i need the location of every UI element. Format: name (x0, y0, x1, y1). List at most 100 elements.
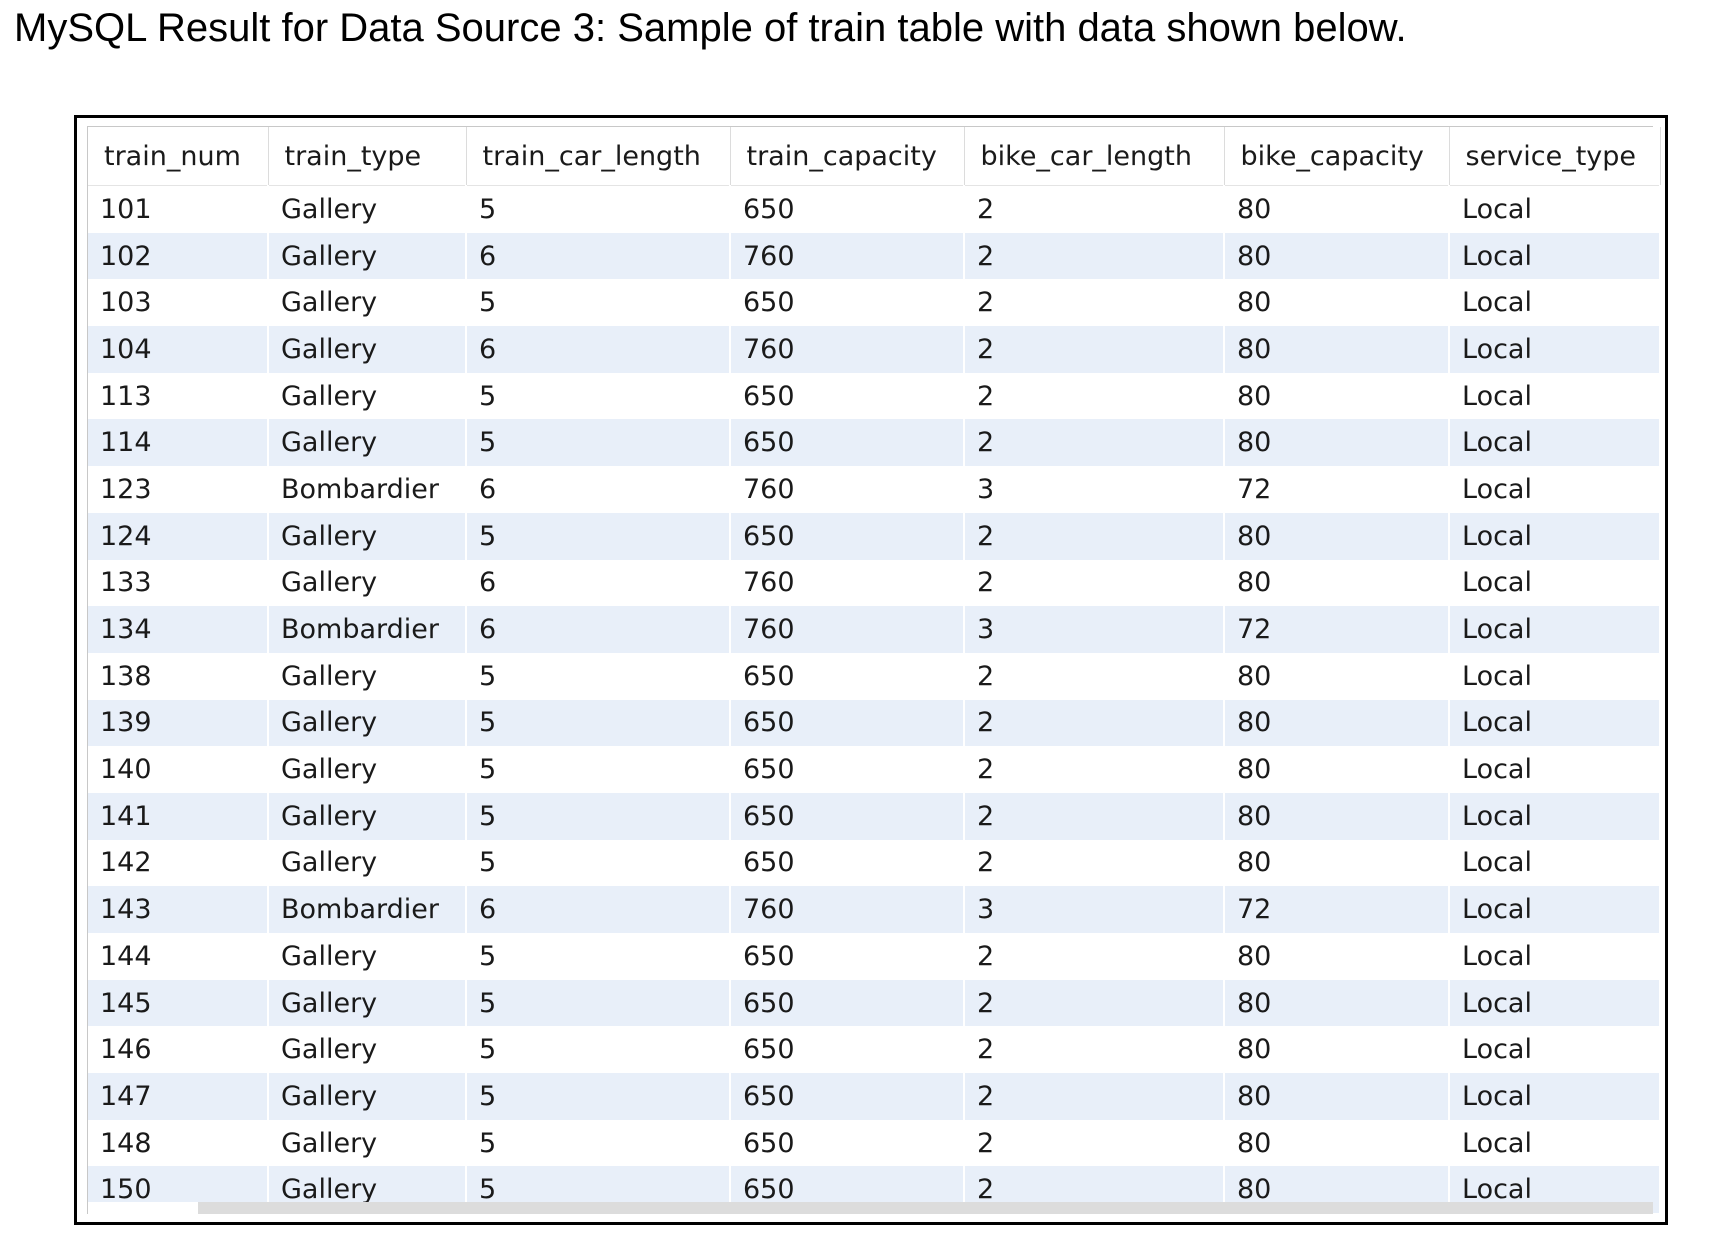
table-cell-train_car_length[interactable]: 5 (466, 185, 731, 233)
table-cell-service_type[interactable]: Local (1449, 699, 1661, 747)
table-cell-train_car_length[interactable]: 5 (466, 792, 731, 840)
table-cell-train_car_length[interactable]: 5 (466, 933, 731, 980)
table-cell-train_num[interactable]: 124 (88, 512, 269, 560)
table-cell-bike_car_length[interactable]: 2 (964, 652, 1225, 700)
table-cell-train_car_length[interactable]: 5 (466, 839, 731, 887)
table-row[interactable]: 143 Bombardier 6 760 3 72 Local (88, 886, 1661, 933)
table-cell-bike_car_length[interactable]: 2 (964, 512, 1225, 560)
table-cell-bike_car_length[interactable]: 2 (964, 232, 1225, 280)
table-cell-train_num[interactable]: 142 (88, 839, 269, 887)
table-cell-train_type[interactable]: Gallery (268, 279, 467, 327)
table-cell-train_car_length[interactable]: 6 (466, 886, 731, 933)
table-cell-train_capacity[interactable]: 650 (730, 979, 965, 1027)
table-cell-service_type[interactable]: Local (1449, 979, 1661, 1027)
table-cell-train_capacity[interactable]: 760 (730, 559, 965, 607)
table-cell-train_capacity[interactable]: 650 (730, 185, 965, 233)
table-cell-service_type[interactable]: Local (1449, 279, 1661, 327)
table-cell-train_num[interactable]: 114 (88, 419, 269, 467)
table-cell-service_type[interactable]: Local (1449, 746, 1661, 793)
horizontal-scrollbar-thumb[interactable] (198, 1202, 1653, 1214)
table-cell-train_type[interactable]: Bombardier (268, 606, 467, 653)
table-cell-train_num[interactable]: 134 (88, 606, 269, 653)
table-cell-train_capacity[interactable]: 650 (730, 372, 965, 420)
table-cell-train_car_length[interactable]: 5 (466, 746, 731, 793)
table-cell-train_car_length[interactable]: 5 (466, 652, 731, 700)
table-cell-bike_capacity[interactable]: 80 (1224, 279, 1450, 327)
table-cell-train_type[interactable]: Gallery (268, 512, 467, 560)
table-cell-train_num[interactable]: 139 (88, 699, 269, 747)
table-cell-train_type[interactable]: Gallery (268, 979, 467, 1027)
table-cell-train_type[interactable]: Gallery (268, 652, 467, 700)
table-cell-train_car_length[interactable]: 5 (466, 1073, 731, 1120)
column-header[interactable]: train_type (268, 127, 467, 186)
table-cell-train_num[interactable]: 145 (88, 979, 269, 1027)
table-row[interactable]: 123 Bombardier 6 760 3 72 Local (88, 466, 1661, 513)
table-row[interactable]: 142 Gallery 5 650 2 80 Local (88, 839, 1661, 887)
table-cell-train_type[interactable]: Gallery (268, 232, 467, 280)
table-cell-train_num[interactable]: 104 (88, 326, 269, 373)
table-cell-bike_capacity[interactable]: 72 (1224, 466, 1450, 513)
table-row[interactable]: 145 Gallery 5 650 2 80 Local (88, 979, 1661, 1027)
table-row[interactable]: 114 Gallery 5 650 2 80 Local (88, 419, 1661, 467)
table-cell-train_type[interactable]: Gallery (268, 933, 467, 980)
table-cell-train_car_length[interactable]: 6 (466, 559, 731, 607)
table-cell-train_car_length[interactable]: 5 (466, 372, 731, 420)
column-header[interactable]: bike_capacity (1224, 127, 1450, 186)
table-row[interactable]: 124 Gallery 5 650 2 80 Local (88, 512, 1661, 560)
table-cell-train_car_length[interactable]: 6 (466, 466, 731, 513)
table-row[interactable]: 148 Gallery 5 650 2 80 Local (88, 1119, 1661, 1167)
table-cell-train_num[interactable]: 133 (88, 559, 269, 607)
column-header[interactable]: train_car_length (466, 127, 731, 186)
table-cell-train_type[interactable]: Gallery (268, 839, 467, 887)
table-cell-train_capacity[interactable]: 650 (730, 699, 965, 747)
table-cell-train_type[interactable]: Gallery (268, 372, 467, 420)
table-cell-train_capacity[interactable]: 650 (730, 279, 965, 327)
table-cell-bike_car_length[interactable]: 2 (964, 326, 1225, 373)
table-cell-bike_car_length[interactable]: 2 (964, 559, 1225, 607)
table-cell-train_capacity[interactable]: 650 (730, 839, 965, 887)
table-cell-train_car_length[interactable]: 5 (466, 1026, 731, 1074)
column-header[interactable]: bike_car_length (964, 127, 1225, 186)
table-cell-bike_car_length[interactable]: 2 (964, 1119, 1225, 1167)
table-cell-bike_car_length[interactable]: 2 (964, 933, 1225, 980)
table-cell-train_car_length[interactable]: 6 (466, 232, 731, 280)
table-cell-train_capacity[interactable]: 650 (730, 1026, 965, 1074)
table-cell-train_capacity[interactable]: 650 (730, 652, 965, 700)
table-cell-train_capacity[interactable]: 650 (730, 746, 965, 793)
table-cell-bike_capacity[interactable]: 80 (1224, 792, 1450, 840)
table-cell-train_num[interactable]: 123 (88, 466, 269, 513)
table-cell-train_type[interactable]: Gallery (268, 559, 467, 607)
table-row[interactable]: 103 Gallery 5 650 2 80 Local (88, 279, 1661, 327)
table-cell-bike_capacity[interactable]: 80 (1224, 933, 1450, 980)
column-header[interactable]: service_type (1449, 127, 1661, 186)
table-cell-bike_car_length[interactable]: 3 (964, 466, 1225, 513)
table-cell-train_type[interactable]: Gallery (268, 792, 467, 840)
table-cell-service_type[interactable]: Local (1449, 792, 1661, 840)
table-cell-train_capacity[interactable]: 650 (730, 512, 965, 560)
table-cell-bike_capacity[interactable]: 80 (1224, 326, 1450, 373)
table-cell-train_car_length[interactable]: 6 (466, 606, 731, 653)
table-cell-train_car_length[interactable]: 5 (466, 512, 731, 560)
table-cell-service_type[interactable]: Local (1449, 466, 1661, 513)
column-header[interactable]: train_capacity (730, 127, 965, 186)
table-cell-train_capacity[interactable]: 760 (730, 606, 965, 653)
table-cell-bike_capacity[interactable]: 72 (1224, 886, 1450, 933)
table-cell-train_num[interactable]: 140 (88, 746, 269, 793)
table-cell-train_car_length[interactable]: 5 (466, 979, 731, 1027)
table-cell-service_type[interactable]: Local (1449, 326, 1661, 373)
table-cell-service_type[interactable]: Local (1449, 559, 1661, 607)
table-row[interactable]: 138 Gallery 5 650 2 80 Local (88, 652, 1661, 700)
table-cell-bike_capacity[interactable]: 80 (1224, 419, 1450, 467)
table-cell-train_num[interactable]: 102 (88, 232, 269, 280)
table-cell-train_type[interactable]: Gallery (268, 419, 467, 467)
table-row[interactable]: 104 Gallery 6 760 2 80 Local (88, 326, 1661, 373)
table-cell-bike_capacity[interactable]: 80 (1224, 979, 1450, 1027)
table-cell-service_type[interactable]: Local (1449, 1119, 1661, 1167)
table-cell-bike_capacity[interactable]: 72 (1224, 606, 1450, 653)
table-cell-service_type[interactable]: Local (1449, 839, 1661, 887)
table-cell-bike_capacity[interactable]: 80 (1224, 1073, 1450, 1120)
table-cell-train_num[interactable]: 144 (88, 933, 269, 980)
table-cell-train_num[interactable]: 147 (88, 1073, 269, 1120)
table-cell-bike_capacity[interactable]: 80 (1224, 746, 1450, 793)
table-cell-bike_capacity[interactable]: 80 (1224, 232, 1450, 280)
